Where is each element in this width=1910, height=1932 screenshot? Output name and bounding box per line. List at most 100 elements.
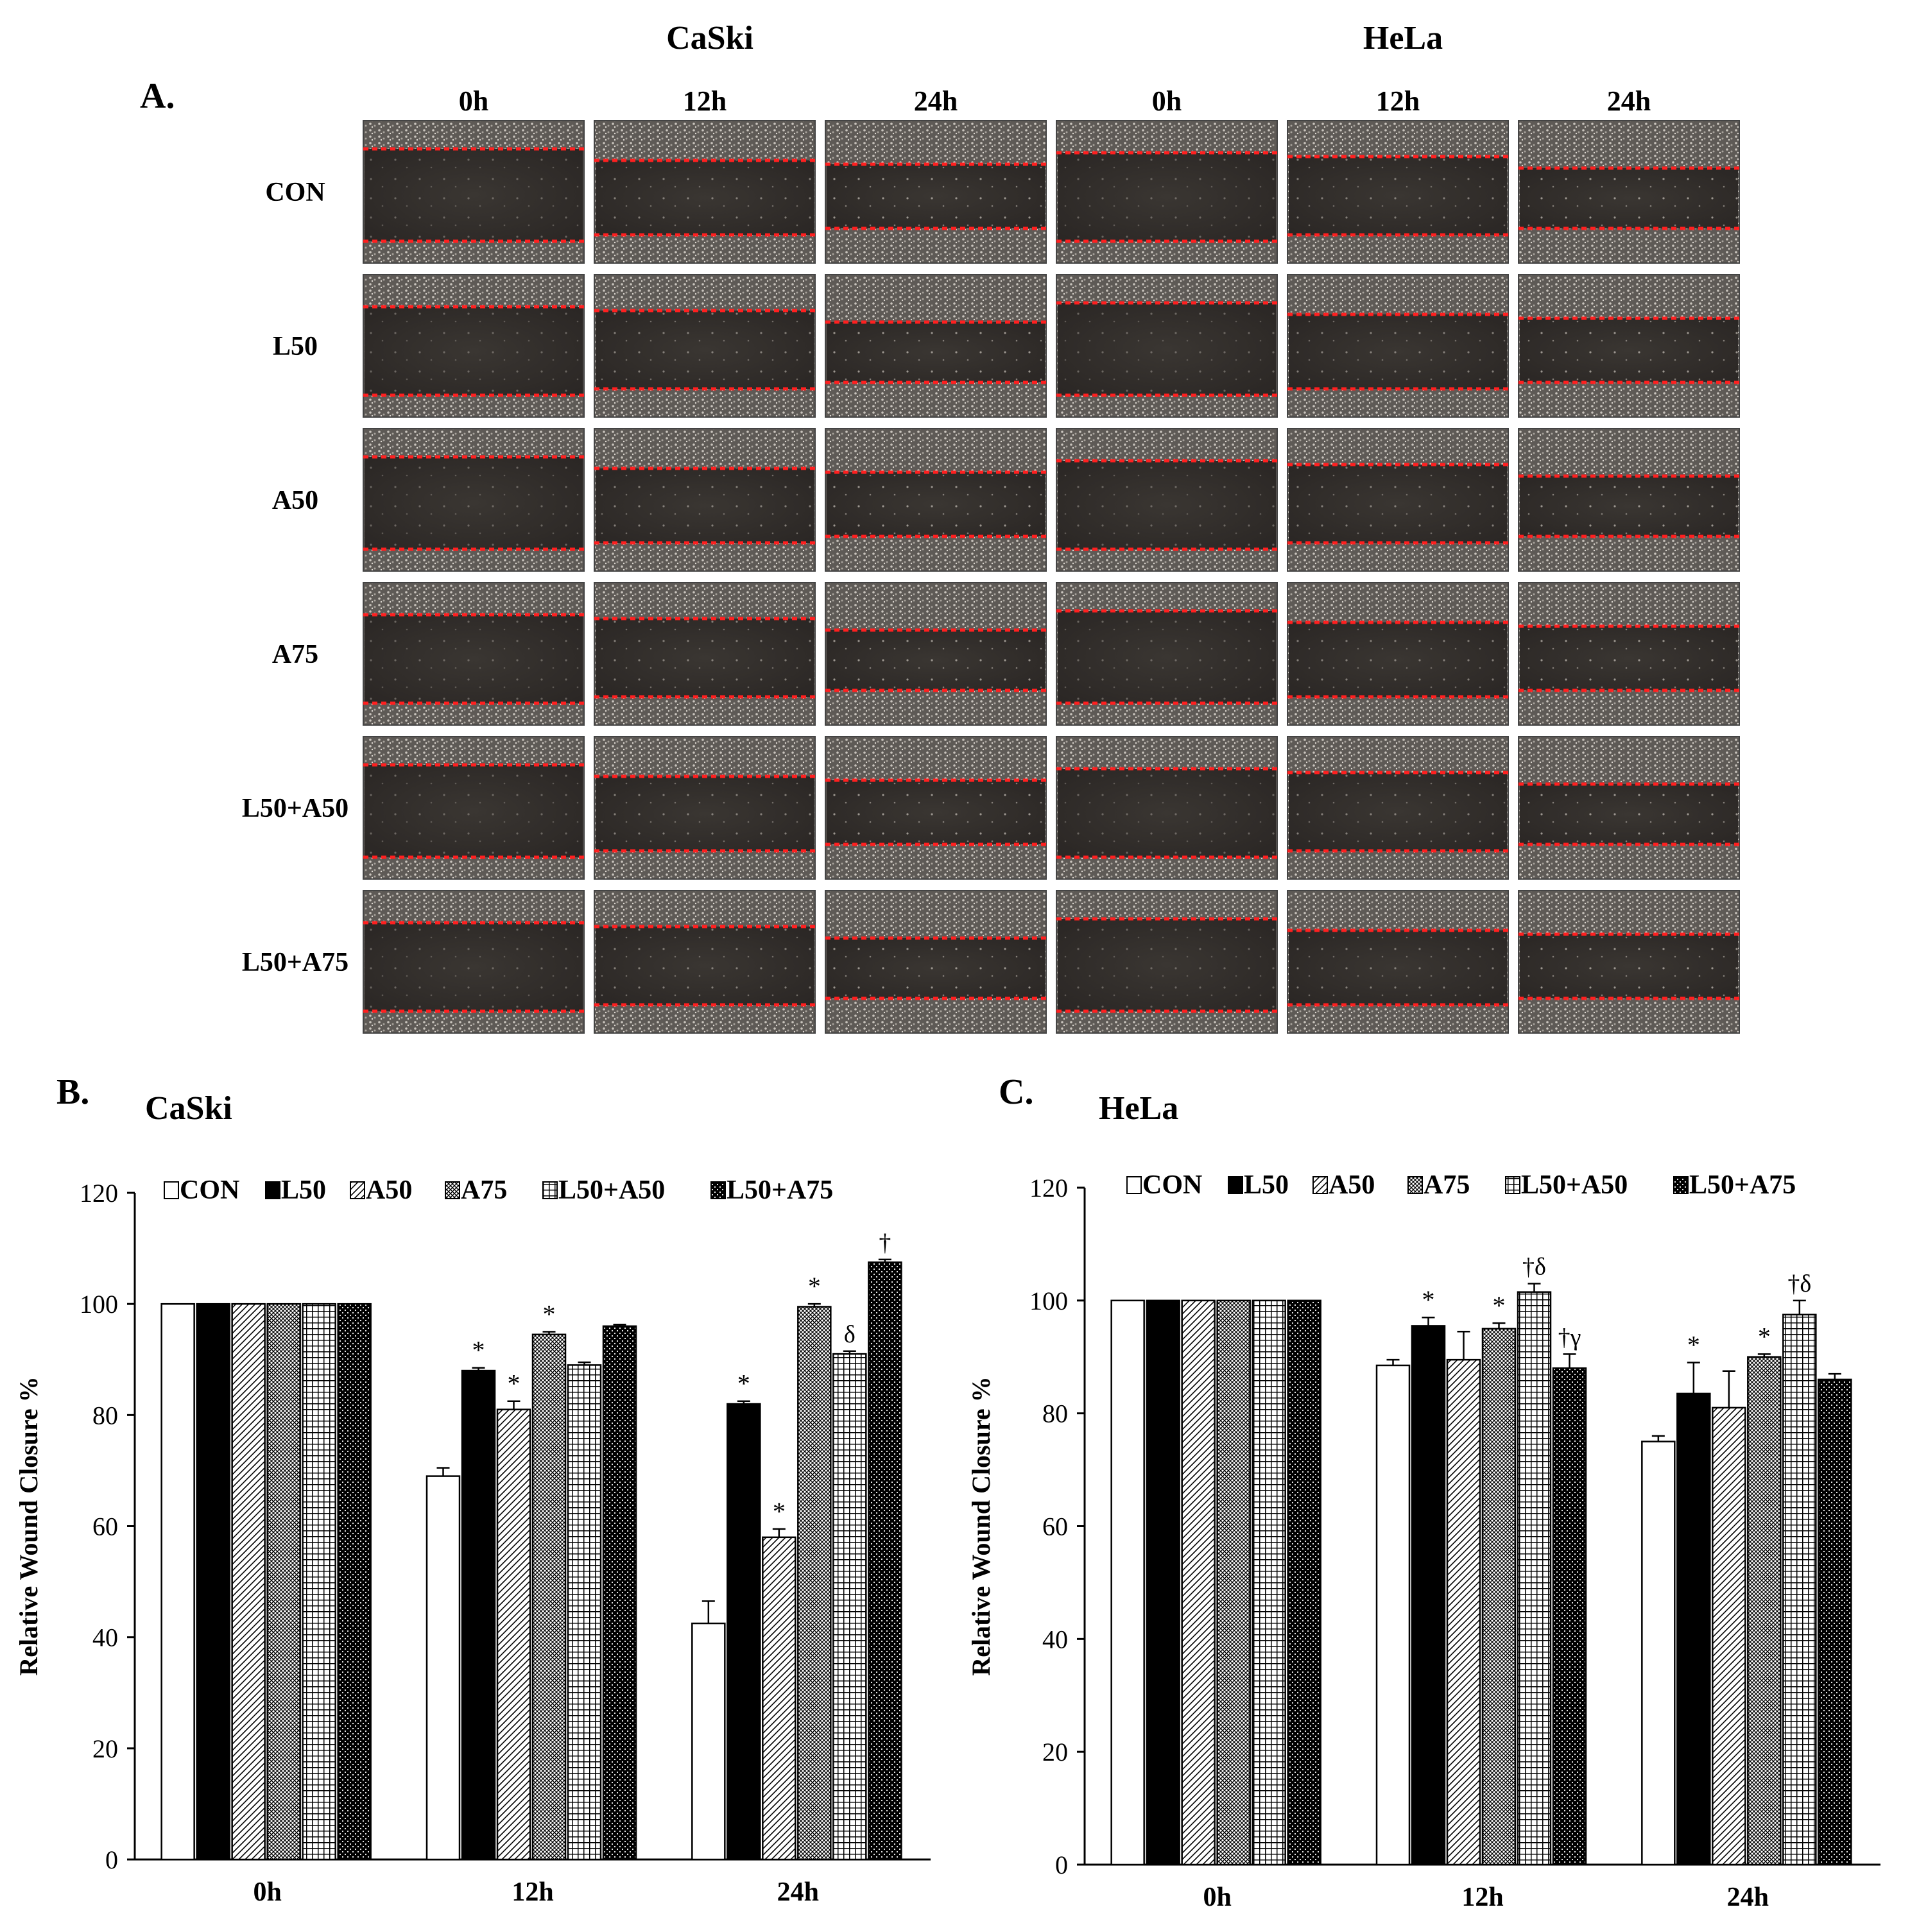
bar-l50-24h [727, 1403, 761, 1861]
bar-con-0h [1110, 1299, 1145, 1866]
bar-l50-a50-24h [832, 1353, 867, 1861]
bar-a50-0h [1181, 1299, 1216, 1866]
bar-l50-a75-0h [337, 1303, 372, 1861]
y-tick-label: 20 [1042, 1738, 1068, 1766]
micrograph-l50-a50-caski-24h [825, 736, 1047, 880]
legend-label-l50: L50 [281, 1175, 326, 1205]
legend-swatch-con [1126, 1176, 1142, 1194]
bar-a75-12h [1481, 1328, 1517, 1866]
micrograph-l50-caski-24h [825, 274, 1047, 418]
x-tick-label-24h: 24h [1727, 1883, 1769, 1912]
significance-mark-a50-24h: * [773, 1497, 786, 1526]
bar-l50-a75-12h [1552, 1367, 1587, 1866]
bar-l50-24h [1676, 1392, 1711, 1866]
bar-a50-24h [762, 1536, 796, 1861]
bar-con-12h [1375, 1364, 1411, 1866]
legend: CON L50 A50 A75 L50+A50 L50+A75 [1126, 1170, 1796, 1200]
micrograph-a75-hela-12h [1287, 582, 1509, 726]
bar-a50-0h [231, 1303, 266, 1861]
significance-mark-l50-24h: * [737, 1369, 750, 1398]
y-axis-label: Relative Wound Closure % [14, 1376, 43, 1675]
micrograph-a75-hela-0h [1056, 582, 1278, 726]
x-tick-label-24h: 24h [777, 1877, 819, 1907]
micrograph-l50-hela-12h [1287, 274, 1509, 418]
micrograph-l50-a75-hela-24h [1518, 890, 1740, 1034]
micrograph-l50-hela-0h [1056, 274, 1278, 418]
y-tick-label: 40 [1042, 1625, 1068, 1654]
chart-hela: C. HeLa CON L50 A50 A75 L50+A50 L50+A75 0 20 40 60 8… [967, 1072, 1880, 1912]
chart-caski: B. CaSki CON L50 A50 A75 L50+A50 L50+A75 0 20 40 60… [14, 1072, 931, 1907]
legend-label-con: CON [180, 1175, 239, 1205]
significance-mark-l50-a75-24h: † [879, 1229, 891, 1256]
y-tick-label: 120 [1029, 1174, 1068, 1202]
legend-swatch-l50 [1228, 1176, 1243, 1194]
cell-line-title-hela: HeLa [1363, 20, 1443, 56]
micrograph-con-hela-24h [1518, 120, 1740, 264]
bar-l50-a50-12h [1517, 1291, 1552, 1866]
micrograph-l50-caski-12h [594, 274, 816, 418]
micrograph-a75-hela-24h [1518, 582, 1740, 726]
y-tick-label: 0 [1055, 1851, 1068, 1879]
micrograph-l50-caski-0h [363, 274, 585, 418]
bar-l50-a75-24h [868, 1261, 902, 1861]
y-tick-label: 60 [1042, 1512, 1068, 1541]
bar-l50-a50-0h [302, 1303, 336, 1861]
significance-mark-l50-12h: * [472, 1336, 485, 1365]
bar-a75-0h [266, 1303, 301, 1861]
timepoint-label-caski-12h: 12h [683, 85, 727, 117]
y-axis-label: Relative Wound Closure % [967, 1376, 995, 1675]
significance-mark-l50-12h: * [1422, 1285, 1435, 1314]
legend-swatch-con [164, 1181, 179, 1199]
micrograph-l50-a75-hela-0h [1056, 890, 1278, 1034]
micrograph-l50-a50-hela-0h [1056, 736, 1278, 880]
micrograph-con-hela-12h [1287, 120, 1509, 264]
legend-label-a75: A75 [1424, 1170, 1470, 1200]
micrograph-a50-hela-12h [1287, 428, 1509, 572]
significance-mark-l50-24h: * [1687, 1331, 1700, 1360]
micrograph-l50-hela-24h [1518, 274, 1740, 418]
micrograph-l50-a50-caski-0h [363, 736, 585, 880]
micrograph-con-caski-12h [594, 120, 816, 264]
bar-l50-a75-0h [1287, 1299, 1321, 1866]
panel-a-micrographs: A. CaSki HeLa 0h 12h 24h 0h 12h 24h CON L50 A50 A75 L… [140, 20, 1740, 1034]
chart-title: HeLa [1099, 1090, 1178, 1127]
panel-letter-caski: B. [56, 1072, 89, 1112]
significance-mark-l50-a50-24h: δ [844, 1321, 856, 1348]
y-tick-label: 100 [1029, 1287, 1068, 1315]
legend-swatch-a75 [445, 1181, 460, 1199]
legend-label-l50: L50 [1244, 1170, 1289, 1200]
micrograph-a50-caski-24h [825, 428, 1047, 572]
y-tick-label: 60 [92, 1512, 118, 1541]
timepoint-label-hela-24h: 24h [1607, 85, 1651, 117]
bar-a75-24h [1747, 1356, 1782, 1866]
legend-label-l50-a75: L50+A75 [727, 1175, 833, 1205]
timepoint-label-hela-0h: 0h [1152, 85, 1182, 117]
micrograph-con-caski-24h [825, 120, 1047, 264]
micrograph-l50-a50-hela-12h [1287, 736, 1509, 880]
legend-swatch-l50-a50 [542, 1181, 558, 1199]
micrograph-l50-a75-caski-12h [594, 890, 816, 1034]
x-tick-label-0h: 0h [253, 1877, 281, 1907]
bar-con-24h [691, 1622, 726, 1861]
bar-a75-0h [1216, 1299, 1251, 1866]
legend-label-con: CON [1142, 1170, 1202, 1200]
bar-l50-0h [1146, 1299, 1180, 1866]
bar-l50-12h [1411, 1325, 1446, 1866]
bar-l50-0h [196, 1303, 230, 1861]
significance-mark-l50-a75-12h: †γ [1558, 1324, 1581, 1351]
micrograph-a75-caski-12h [594, 582, 816, 726]
legend-swatch-a75 [1407, 1176, 1423, 1194]
y-tick-label: 20 [92, 1734, 118, 1763]
y-tick-label: 0 [105, 1845, 118, 1874]
legend-label-l50-a50: L50+A50 [1521, 1170, 1628, 1200]
legend-swatch-l50-a50 [1505, 1176, 1520, 1194]
legend-swatch-l50-a75 [1673, 1176, 1689, 1194]
micrograph-a50-caski-12h [594, 428, 816, 572]
micrograph-con-hela-0h [1056, 120, 1278, 264]
micrograph-a50-caski-0h [363, 428, 585, 572]
panel-a-letter: A. [140, 76, 175, 116]
legend-swatch-a50 [350, 1181, 365, 1199]
bar-l50-a75-24h [1818, 1378, 1852, 1866]
bar-l50-a50-0h [1252, 1299, 1286, 1866]
